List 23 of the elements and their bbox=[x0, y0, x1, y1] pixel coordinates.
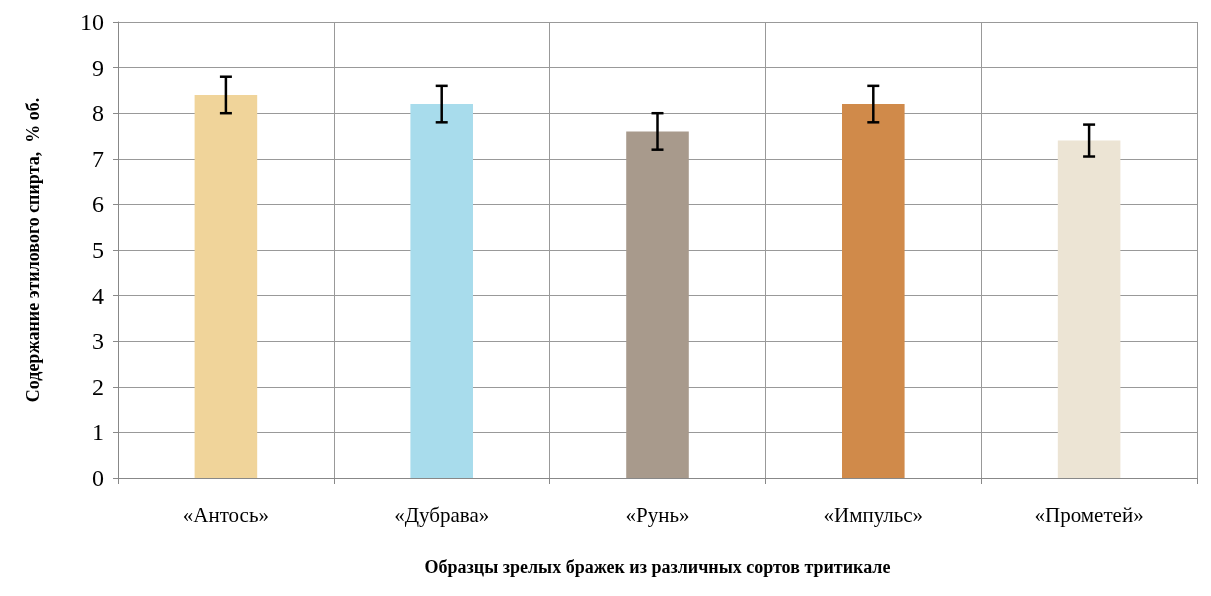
y-tick-label: 5 bbox=[92, 237, 104, 263]
y-tick-label: 4 bbox=[92, 282, 104, 309]
x-tick-label: «Импульс» bbox=[823, 502, 924, 527]
x-axis-title: Образцы зрелых бражек из различных сортов тритикале bbox=[424, 557, 891, 577]
y-tick-label: 8 bbox=[92, 100, 104, 127]
y-tick-label: 6 bbox=[92, 191, 104, 218]
bar bbox=[1057, 140, 1121, 478]
y-tick-label: 3 bbox=[92, 328, 104, 355]
y-tick-label: 2 bbox=[92, 373, 104, 400]
x-tick-label: «Антось» bbox=[182, 502, 270, 527]
y-tick-label: 7 bbox=[92, 145, 104, 172]
y-tick-label: 1 bbox=[92, 419, 104, 446]
y-tick-label: 10 bbox=[80, 9, 104, 35]
x-tick-label: «Прометей» bbox=[1034, 502, 1144, 527]
bar bbox=[626, 131, 689, 478]
y-tick-label: 9 bbox=[92, 54, 104, 81]
y-axis-title: Содержание этилового спирта, % об. bbox=[23, 97, 43, 403]
x-tick-label: «Дубрава» bbox=[394, 502, 490, 527]
x-tick-label: «Рунь» bbox=[625, 502, 690, 527]
bar bbox=[194, 94, 258, 478]
y-tick-label: 0 bbox=[92, 465, 104, 491]
bar bbox=[410, 104, 473, 478]
bar bbox=[842, 104, 905, 478]
